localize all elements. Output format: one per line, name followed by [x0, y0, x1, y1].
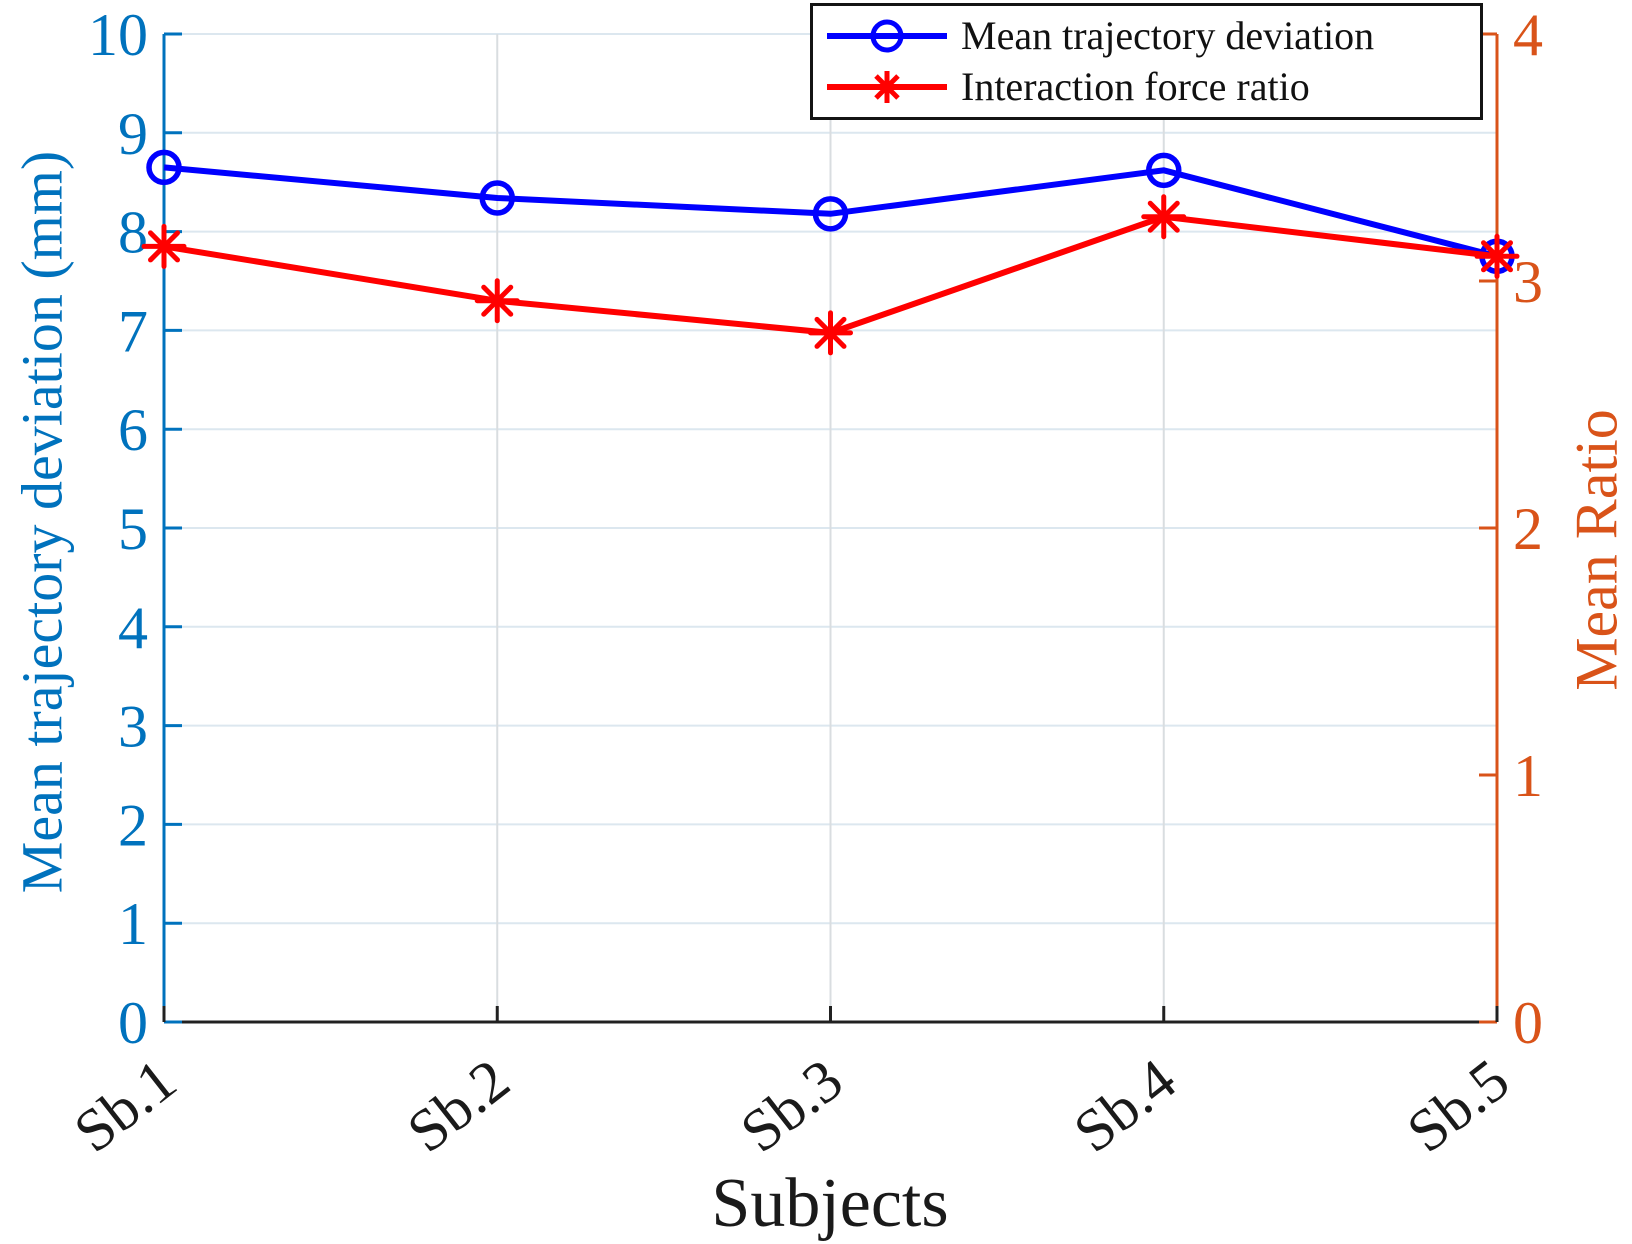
y-axis-left-tick-label: 9 — [118, 101, 148, 167]
circle-marker-icon — [479, 180, 515, 216]
y-axis-left-tick-label: 3 — [118, 694, 148, 760]
legend-label-deviation: Mean trajectory deviation — [961, 12, 1375, 58]
y-axis-left-tick-label: 10 — [88, 2, 148, 68]
asterisk-marker-icon — [148, 230, 180, 263]
y-axis-left-tick-label: 0 — [118, 990, 148, 1056]
y-axis-right-tick-label: 0 — [1513, 990, 1543, 1056]
y-axis-left-tick-label: 2 — [118, 792, 148, 858]
asterisk-marker-icon — [481, 284, 514, 317]
x-axis-tick-label: Sb.2 — [395, 1046, 521, 1165]
y-axis-right-tick-label: 2 — [1513, 496, 1543, 562]
y-axis-left-tick-label: 5 — [118, 496, 148, 562]
legend-sample-ratio — [827, 71, 947, 104]
x-axis-title: Subjects — [711, 1165, 949, 1242]
y-axis-left-tick-label: 4 — [118, 595, 148, 661]
asterisk-marker-icon — [1481, 240, 1513, 273]
x-axis-tick-label: Sb.4 — [1062, 1046, 1188, 1165]
series-line-deviation — [163, 164, 1498, 260]
y-axis-left-tick-label: 7 — [118, 298, 148, 364]
circle-marker-icon — [1146, 152, 1182, 189]
asterisk-marker-icon — [814, 316, 847, 349]
y-axis-left-tick-label: 1 — [118, 891, 148, 957]
asterisk-marker-icon — [1147, 200, 1180, 233]
legend-sample-deviation — [827, 19, 947, 53]
asterisk-marker-icon — [827, 71, 947, 104]
y-axis-right-tick-label: 4 — [1513, 2, 1543, 68]
y-axis-right-tick-label: 3 — [1513, 249, 1543, 315]
y-axis-left-title: Mean trajectory deviation (mm) — [9, 150, 75, 894]
legend-label-ratio: Interaction force ratio — [961, 64, 1310, 110]
circle-marker-icon — [870, 19, 904, 53]
circle-marker-icon — [146, 149, 182, 186]
y-axis-right-tick-label: 1 — [1513, 743, 1543, 809]
x-axis-tick-label: Sb.1 — [62, 1046, 188, 1165]
x-axis-tick-label: Sb.3 — [728, 1046, 854, 1165]
legend: Mean trajectory deviation Interaction fo… — [810, 3, 1483, 120]
legend-item-deviation: Mean trajectory deviation — [823, 10, 1474, 62]
legend-item-ratio: Interaction force ratio — [823, 62, 1474, 114]
y-axis-left-tick-label: 6 — [118, 397, 148, 463]
y-axis-left-tick-label: 8 — [118, 200, 148, 266]
circle-marker-icon — [812, 196, 849, 232]
y-axis-right-title: Mean Ratio — [1563, 409, 1630, 691]
x-axis-tick-label: Sb.5 — [1395, 1046, 1521, 1165]
